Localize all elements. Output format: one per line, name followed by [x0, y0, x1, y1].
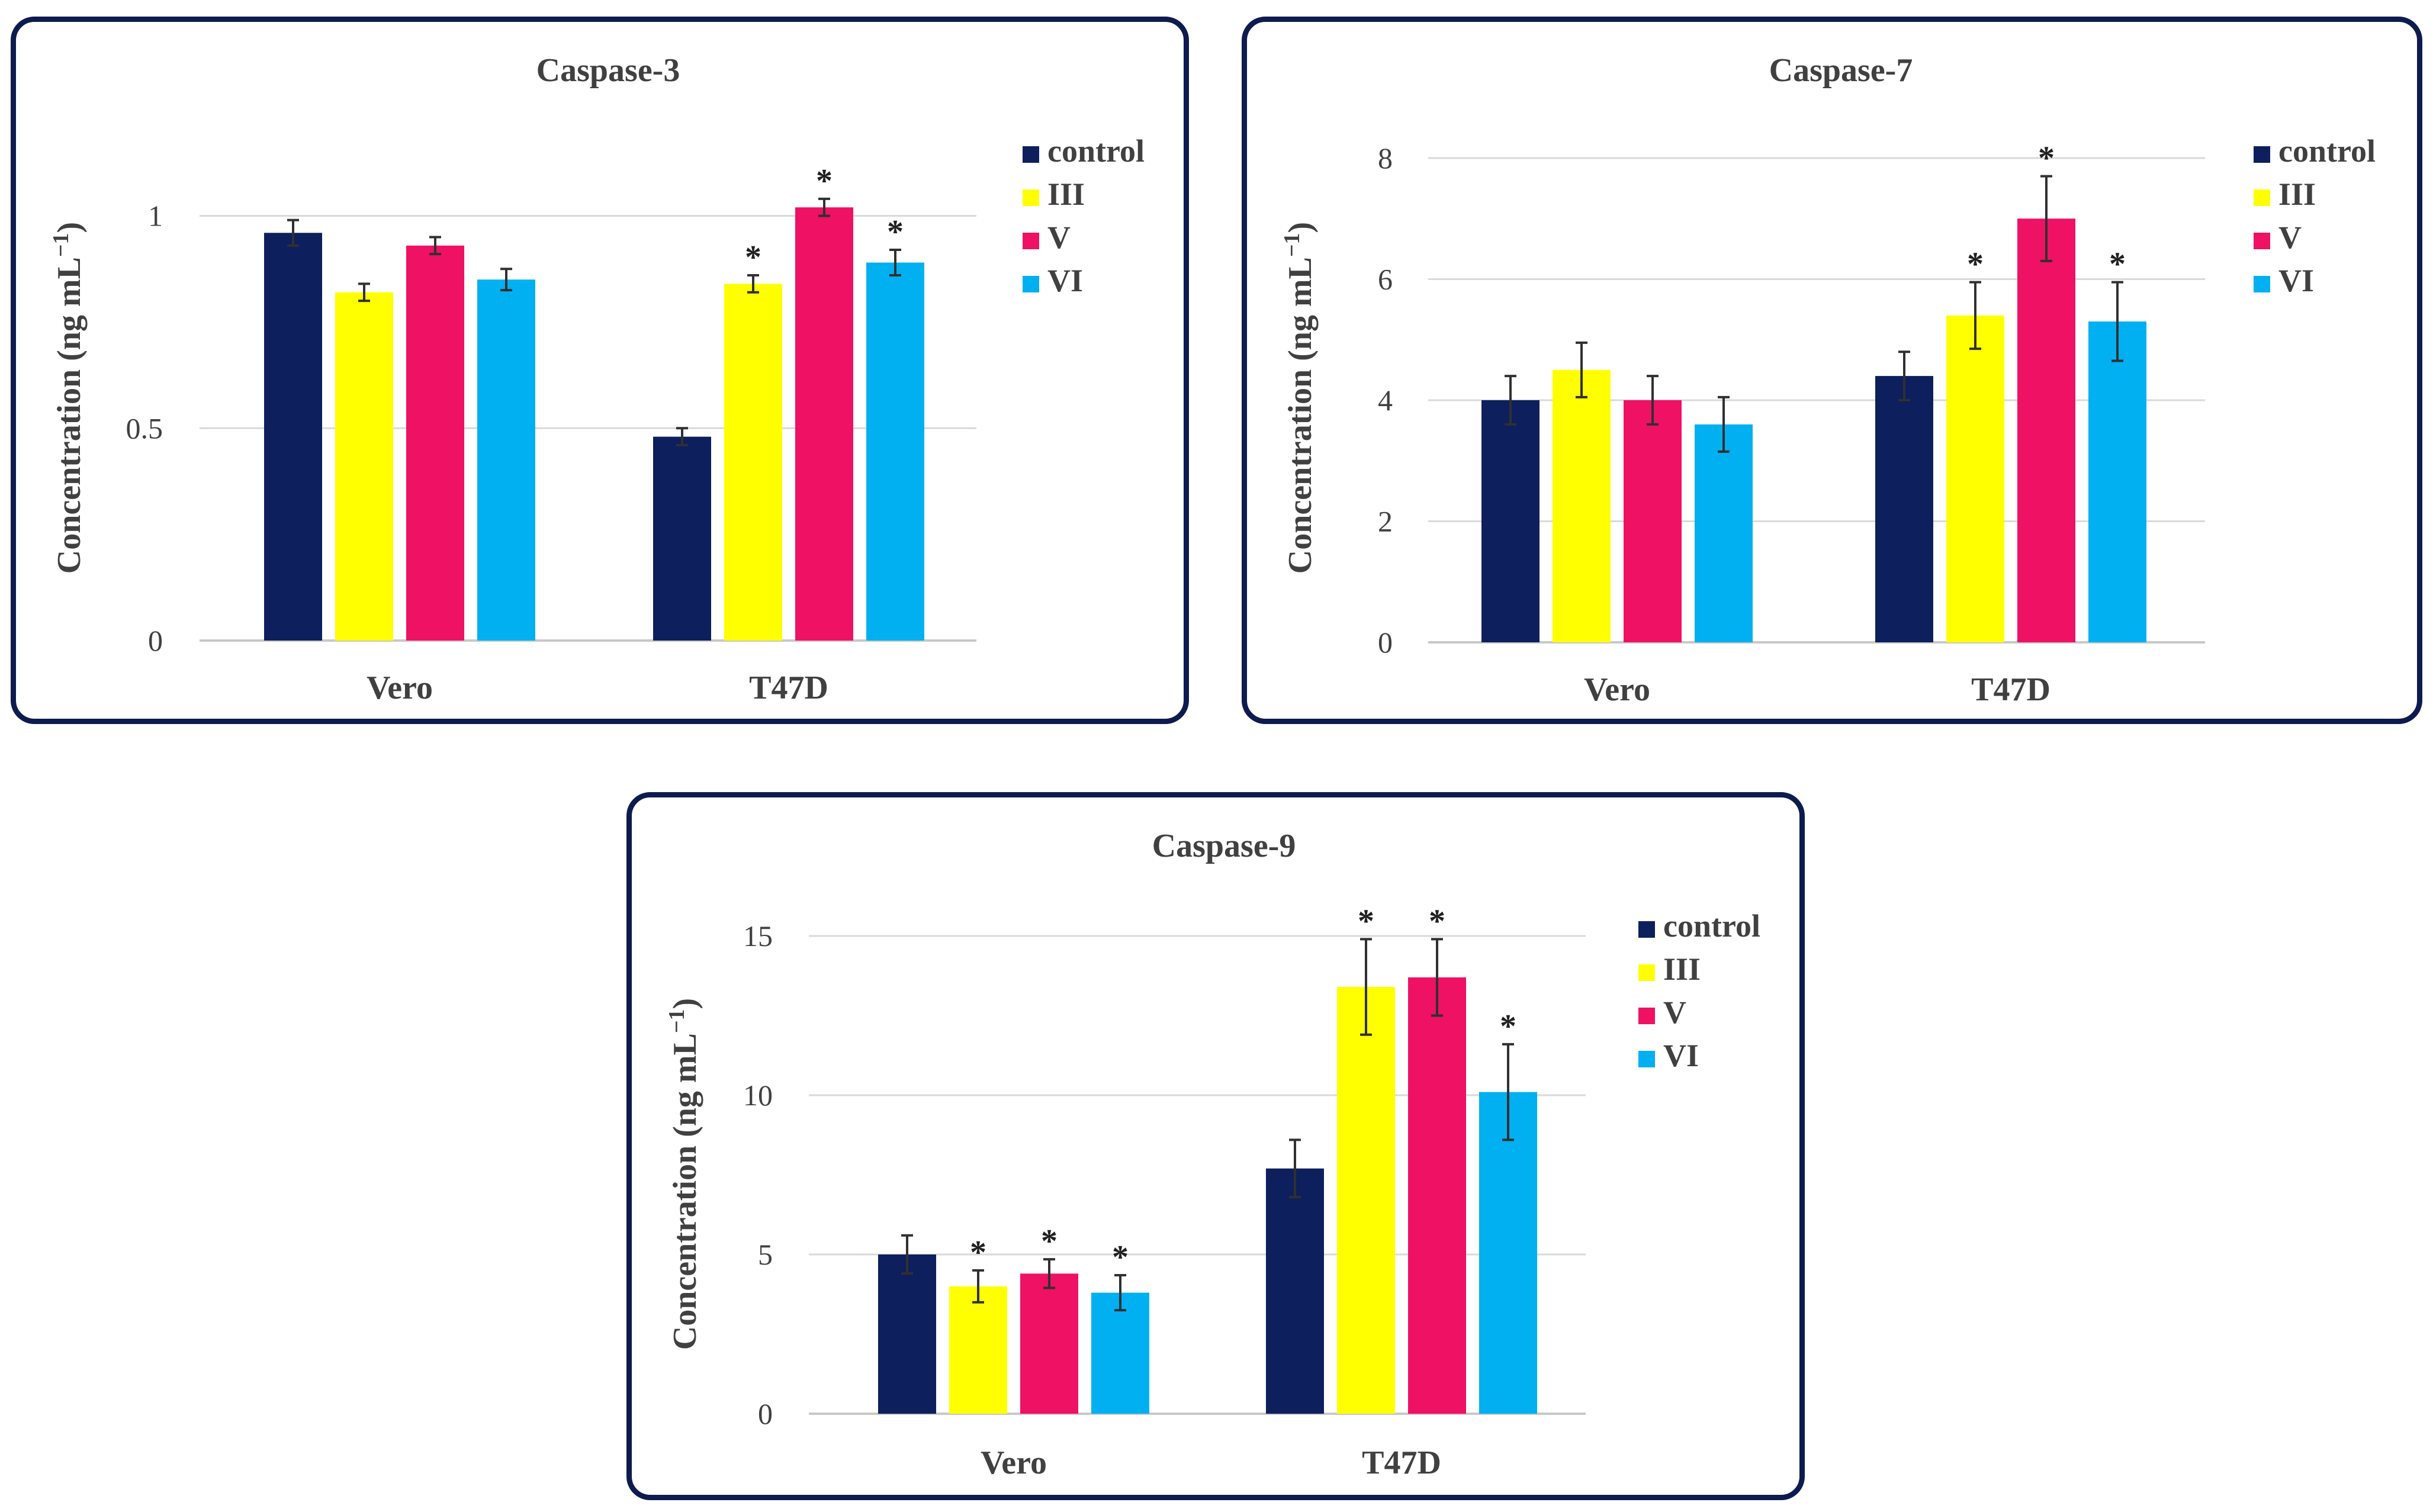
significance-marker: * — [2109, 246, 2126, 283]
legend-swatch — [2254, 146, 2270, 163]
y-tick-label: 10 — [743, 1079, 773, 1112]
bar — [1091, 1292, 1149, 1414]
y-tick-label: 8 — [1378, 141, 1393, 175]
y-tick-label: 2 — [1378, 505, 1393, 538]
chart-panel-caspase-7: Caspase-7 Concentration (ng mL−1) 0 2 4 6 8 Ver… — [1242, 17, 2422, 724]
legend-label: III — [2278, 176, 2316, 212]
bar — [1020, 1273, 1078, 1414]
chart-caspase-7: Caspase-7 Concentration (ng mL−1) 0 2 4 6 8 Ver… — [1280, 52, 2376, 708]
legend-label: control — [2278, 133, 2376, 169]
y-tick-label: 5 — [758, 1238, 773, 1271]
legend-label: VI — [2278, 263, 2314, 298]
y-tick-label: 1 — [148, 200, 163, 233]
legend-label: control — [1663, 908, 1760, 944]
significance-marker: * — [1112, 1239, 1129, 1276]
significance-marker: * — [816, 163, 833, 200]
significance-marker: * — [1041, 1223, 1058, 1260]
chart-caspase-9: Caspase-9 Concentration (ng mL−1) 0 5 10 15 * *… — [664, 828, 1760, 1481]
chart-panel-caspase-3: Caspase-3 Concentration (ng mL−1) 0 0.5 1 Ver… — [11, 17, 1189, 724]
legend-swatch — [1023, 233, 1039, 249]
significance-marker: * — [745, 239, 761, 276]
chart-title: Caspase-7 — [1769, 52, 1913, 89]
bar — [1408, 977, 1466, 1414]
y-tick-label: 0 — [1378, 626, 1393, 659]
legend-swatch — [2254, 233, 2270, 249]
legend-label: V — [1663, 995, 1686, 1030]
y-axis-label: Concentration (ng mL−1) — [49, 222, 88, 574]
x-category-label: Vero — [981, 1445, 1047, 1481]
bar — [1624, 400, 1682, 642]
legend-swatch — [2254, 189, 2270, 206]
legend-label: V — [2278, 220, 2302, 255]
bar — [724, 284, 782, 641]
significance-marker: * — [2038, 140, 2055, 177]
bar — [1337, 987, 1395, 1414]
significance-marker: * — [1358, 903, 1374, 940]
legend-label: VI — [1663, 1038, 1699, 1073]
legend-swatch — [1638, 921, 1655, 938]
bar — [949, 1286, 1007, 1414]
chart-caspase-3: Caspase-3 Concentration (ng mL−1) 0 0.5 1 Ver… — [49, 52, 1145, 706]
bar — [406, 245, 464, 641]
legend-swatch — [1023, 189, 1039, 206]
legend-label: control — [1047, 133, 1145, 169]
bar — [1266, 1168, 1324, 1414]
y-tick-label: 0 — [758, 1397, 773, 1430]
x-category-label: T47D — [1362, 1445, 1441, 1481]
bar — [653, 436, 711, 641]
x-category-label: Vero — [1584, 671, 1650, 708]
legend-swatch — [1023, 276, 1039, 292]
bar — [1946, 315, 2004, 642]
y-tick-label: 0.5 — [126, 411, 163, 445]
bar — [264, 233, 322, 641]
y-tick-label: 6 — [1378, 263, 1393, 296]
legend-swatch — [1638, 964, 1655, 981]
legend-swatch — [1638, 1051, 1655, 1067]
x-category-label: T47D — [749, 670, 828, 706]
bar — [1553, 369, 1611, 642]
chart-panel-caspase-9: Caspase-9 Concentration (ng mL−1) 0 5 10 15 * *… — [626, 792, 1805, 1500]
legend-label: III — [1047, 176, 1085, 212]
chart-title: Caspase-3 — [536, 52, 680, 89]
bar — [866, 262, 924, 641]
y-tick-label: 4 — [1378, 384, 1393, 417]
x-category-label: Vero — [367, 670, 433, 706]
x-category-label: T47D — [1971, 671, 2050, 708]
y-tick-label: 0 — [148, 624, 163, 657]
legend-swatch — [2254, 276, 2270, 292]
y-axis-label: Concentration (ng mL−1) — [664, 998, 703, 1350]
bar — [477, 279, 535, 641]
significance-marker: * — [1967, 246, 1984, 283]
legend-label: III — [1663, 951, 1701, 987]
bar — [2088, 321, 2146, 642]
bar — [1695, 424, 1753, 642]
y-axis-label: Concentration (ng mL−1) — [1280, 222, 1319, 574]
significance-marker: * — [887, 214, 904, 250]
bar — [1481, 400, 1539, 642]
legend-swatch — [1638, 1008, 1655, 1024]
bar — [1479, 1092, 1537, 1414]
bar — [335, 292, 393, 641]
significance-marker: * — [970, 1234, 986, 1271]
legend-label: VI — [1047, 263, 1083, 298]
bar — [1875, 376, 1933, 642]
legend-swatch — [1023, 146, 1039, 163]
bar — [2017, 218, 2075, 642]
legend-label: V — [1047, 220, 1071, 255]
bar — [795, 207, 853, 641]
chart-title: Caspase-9 — [1152, 828, 1296, 864]
y-tick-label: 15 — [743, 919, 773, 953]
significance-marker: * — [1429, 903, 1445, 940]
significance-marker: * — [1500, 1008, 1516, 1045]
bar — [878, 1254, 936, 1414]
